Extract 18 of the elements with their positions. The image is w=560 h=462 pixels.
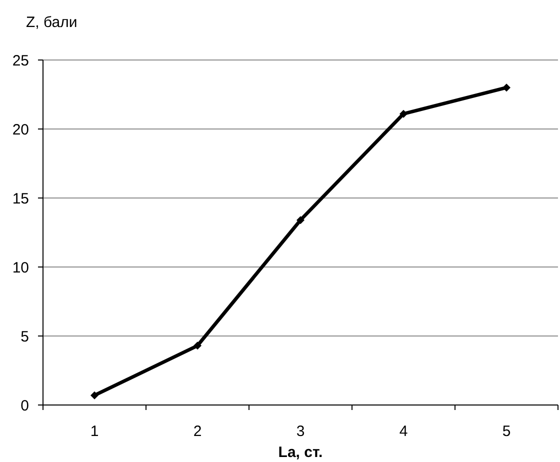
y-tick-label: 5 [20,328,29,346]
y-axis-title: Z, бали [26,14,78,31]
x-tick-label: 5 [502,423,511,440]
x-tick-label: 4 [399,423,408,440]
point [400,110,408,118]
point [90,391,98,400]
point [194,342,202,350]
y-tick-label: 20 [12,121,29,138]
y-tick-label: 10 [12,259,29,276]
x-tick-label: 1 [90,423,99,440]
x-tick-label: 3 [296,423,305,440]
point [296,216,304,224]
y-tick-label: 25 [12,52,29,70]
x-axis-title: La, ст. [278,444,323,461]
y-tick-label: 0 [20,397,29,414]
x-tick-label: 2 [193,423,202,440]
y-tick-label: 15 [12,190,29,208]
point [502,84,510,92]
